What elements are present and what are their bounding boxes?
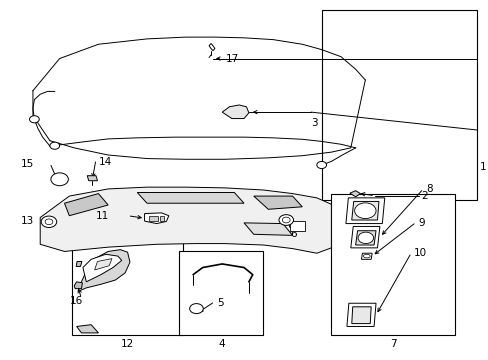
Text: 13: 13 [21, 216, 34, 226]
Polygon shape [350, 226, 379, 248]
Polygon shape [64, 194, 108, 216]
Text: 12: 12 [121, 339, 134, 349]
Polygon shape [351, 307, 370, 324]
Circle shape [278, 215, 293, 225]
Circle shape [45, 219, 53, 225]
Polygon shape [351, 202, 378, 220]
Text: 8: 8 [425, 184, 432, 194]
Polygon shape [345, 198, 384, 224]
Bar [72, 235, 183, 336]
Polygon shape [346, 303, 375, 327]
Bar [321, 10, 476, 200]
Text: 1: 1 [478, 162, 485, 172]
Text: 3: 3 [310, 118, 317, 128]
Polygon shape [244, 223, 292, 235]
Polygon shape [361, 253, 371, 259]
Circle shape [282, 217, 289, 223]
Circle shape [51, 173, 68, 186]
Bar [331, 194, 454, 336]
Circle shape [357, 232, 373, 244]
Text: 15: 15 [21, 159, 34, 169]
Polygon shape [77, 325, 98, 333]
Polygon shape [94, 258, 112, 270]
Text: 10: 10 [413, 248, 426, 258]
Bar [159, 216, 164, 221]
Circle shape [316, 161, 326, 168]
Circle shape [29, 116, 39, 123]
Text: 6: 6 [290, 229, 297, 239]
Polygon shape [209, 44, 214, 51]
Text: 14: 14 [98, 157, 111, 167]
Polygon shape [349, 191, 360, 197]
Text: 2: 2 [420, 191, 427, 201]
Polygon shape [40, 187, 331, 253]
Text: 7: 7 [389, 339, 396, 349]
Circle shape [189, 303, 203, 314]
Text: 11: 11 [96, 211, 109, 221]
Text: 9: 9 [418, 218, 425, 228]
Polygon shape [87, 176, 97, 181]
Bar [178, 251, 263, 336]
Polygon shape [144, 213, 168, 224]
Polygon shape [355, 231, 375, 245]
Polygon shape [74, 282, 82, 289]
Circle shape [354, 203, 375, 219]
Polygon shape [253, 196, 302, 209]
Polygon shape [83, 254, 122, 282]
Polygon shape [76, 261, 82, 266]
Text: 16: 16 [69, 296, 82, 306]
Circle shape [50, 142, 60, 149]
Polygon shape [222, 105, 248, 118]
Text: 17: 17 [225, 54, 238, 64]
Circle shape [41, 216, 57, 228]
Bar [289, 221, 304, 231]
Polygon shape [78, 249, 130, 292]
Ellipse shape [363, 254, 369, 258]
Text: 5: 5 [217, 298, 224, 308]
Text: 4: 4 [219, 339, 225, 349]
Bar [149, 216, 158, 221]
Polygon shape [137, 193, 244, 203]
